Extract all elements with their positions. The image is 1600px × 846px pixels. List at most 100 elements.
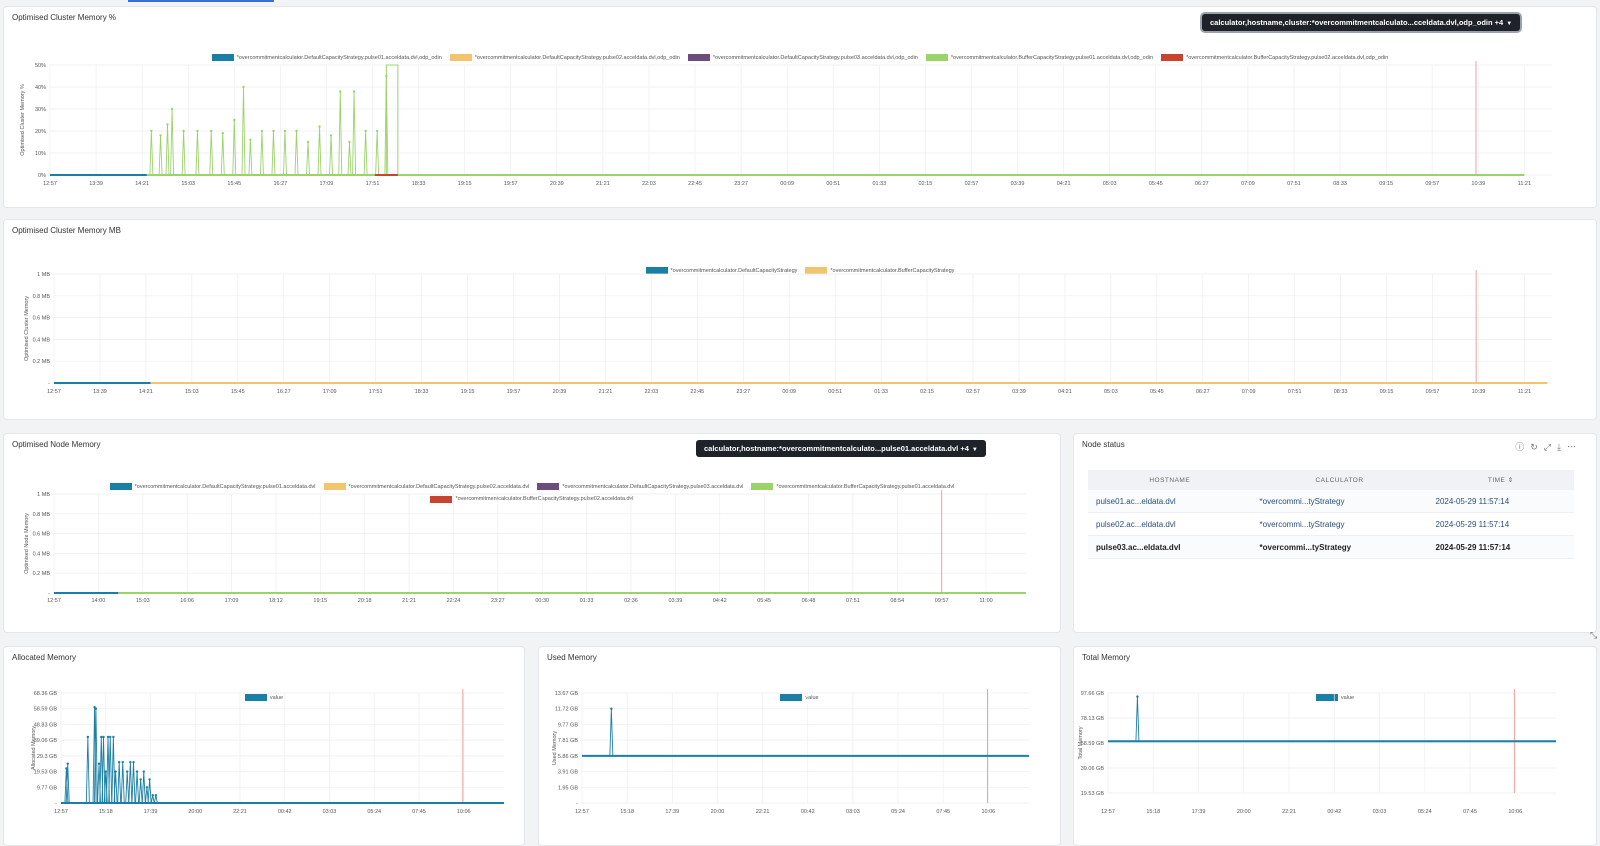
download-icon[interactable]: ⤓ [1557, 442, 1567, 452]
x-tick-label: 08:33 [1334, 389, 1348, 395]
chart-legend: value [1074, 694, 1596, 701]
y-tick-label: 58.59 GB [1081, 741, 1105, 747]
x-tick-label: 21:21 [596, 181, 610, 187]
legend-item[interactable]: *overcommitmentcalculator.BufferCapacity… [925, 54, 1153, 61]
x-tick-label: 12:57 [47, 389, 61, 395]
x-tick-label: 05:45 [1150, 389, 1164, 395]
expand-icon[interactable]: ⤢ [1543, 442, 1557, 452]
y-tick-label: 29.3 GB [37, 754, 58, 760]
legend-item[interactable]: value [244, 694, 283, 701]
legend-swatch [687, 54, 710, 61]
series-spike [338, 91, 343, 176]
legend-item[interactable]: *overcommitmentcalculator.DefaultCapacit… [211, 54, 442, 61]
column-header-time[interactable]: TIME ⇕ [1427, 470, 1574, 490]
legend-item[interactable]: *overcommitmentcalculator.BufferCapacity… [751, 481, 954, 493]
data-point [272, 129, 275, 133]
y-axis-label: Allocated Memory [31, 726, 37, 770]
x-tick-label: 02:57 [966, 389, 980, 395]
y-tick-label: 7.81 GB [558, 738, 579, 744]
x-tick-label: 03:39 [1012, 389, 1026, 395]
x-tick-label: 09:15 [1380, 389, 1394, 395]
legend-item[interactable]: *overcommitmentcalculator.DefaultCapacit… [323, 481, 529, 493]
legend-label: *overcommitmentcalculator.DefaultCapacit… [474, 54, 680, 61]
x-tick-label: 03:39 [1011, 181, 1025, 187]
x-tick-label: 22:45 [688, 181, 702, 187]
x-tick-label: 00:51 [828, 389, 842, 395]
x-tick-label: 07:45 [936, 809, 950, 815]
x-tick-label: 18:33 [412, 181, 426, 187]
data-point [135, 770, 139, 773]
panel-title: Optimised Cluster Memory % [12, 13, 117, 22]
x-tick-label: 17:39 [144, 809, 158, 815]
x-tick-label: 05:03 [1103, 181, 1117, 187]
sort-icon[interactable]: ⇕ [1507, 477, 1514, 484]
legend-item[interactable]: *overcommitmentcalculator.DefaultCapacit… [537, 481, 743, 493]
y-tick-label: 0.6 MB [33, 532, 51, 538]
y-tick-label: 1 MB [37, 492, 50, 498]
x-tick-label: 18:33 [415, 389, 429, 395]
x-tick-label: 15:45 [231, 389, 245, 395]
series-spike [117, 762, 122, 804]
legend-item[interactable]: *overcommitmentcalculator.BufferCapacity… [430, 493, 634, 505]
chart-legend: value [539, 694, 1060, 701]
chart-total-memory: 19.53 GB 39.06 GB 58.59 GB 78.13 GB 97.66 GB… [1078, 689, 1556, 815]
x-tick-label: 15:45 [227, 181, 241, 187]
legend-item[interactable]: *overcommitmentcalculator.BufferCapacity… [805, 267, 954, 274]
x-tick-label: 23:27 [491, 598, 505, 604]
legend-item[interactable]: value [780, 694, 819, 701]
y-tick-label: 40% [35, 85, 46, 91]
data-point [166, 123, 169, 126]
legend-item[interactable]: *overcommitmentcalculator.DefaultCapacit… [687, 54, 918, 61]
legend-item[interactable]: *overcommitmentcalculator.DefaultCapacit… [645, 267, 797, 274]
x-tick-label: 23:27 [736, 389, 750, 395]
data-point [139, 778, 142, 781]
y-tick-label: 5.86 GB [558, 754, 579, 760]
x-tick-label: 02:36 [624, 598, 638, 604]
x-tick-label: 07:09 [1241, 181, 1255, 187]
y-axis-label: Optimised Node Memory [24, 513, 30, 574]
y-axis-label: Total Memory [1078, 726, 1084, 759]
y-tick-label: 39.06 GB [34, 738, 58, 744]
legend-item[interactable]: *overcommitmentcalculator.DefaultCapacit… [449, 54, 680, 61]
legend-swatch [751, 483, 774, 491]
legend-item[interactable]: *overcommitmentcalculator.DefaultCapacit… [109, 481, 316, 493]
data-point [126, 770, 129, 773]
filter-chip-dropdown[interactable]: calculator,hostname:*overcommitmentcalcu… [696, 440, 986, 457]
chart-grid [53, 273, 1552, 384]
x-tick-label: 11:21 [1518, 181, 1531, 187]
legend-swatch [645, 267, 668, 274]
filter-chip-dropdown[interactable]: calculator,hostname,cluster:*overcommitm… [1202, 14, 1521, 31]
y-tick-label: 0.8 MB [33, 512, 51, 518]
x-tick-label: 15:03 [181, 181, 195, 187]
filter-chip-label: calculator,hostname:*overcommitmentcalcu… [704, 444, 969, 453]
column-header-hostname[interactable]: HOSTNAME [1088, 470, 1252, 490]
y-tick-label: 0.8 MB [33, 294, 51, 300]
legend-item[interactable]: value [1315, 694, 1354, 701]
x-tick-label: 20:39 [550, 181, 564, 187]
x-tick-label: 21:21 [599, 389, 613, 395]
y-tick-label: 0% [38, 173, 46, 179]
data-point [129, 760, 132, 764]
chart-legend: *overcommitmentcalculator.DefaultCapacit… [4, 54, 1596, 61]
series-spike [352, 91, 357, 176]
column-header-calculator[interactable]: CALCULATOR [1251, 470, 1428, 490]
cell-hostname[interactable]: pulse01.ac...eldata.dvl [1088, 490, 1252, 513]
series-spike [85, 736, 90, 804]
refresh-icon[interactable]: ↻ [1530, 442, 1544, 452]
info-icon[interactable]: ⓘ [1515, 442, 1531, 452]
cell-hostname[interactable]: pulse03.ac...eldata.dvl [1088, 535, 1252, 559]
cell-hostname[interactable]: pulse02.ac...eldata.dvl [1088, 512, 1252, 536]
filter-chip-label: calculator,hostname,cluster:*overcommitm… [1210, 18, 1504, 27]
more-icon[interactable]: ⋯ [1566, 442, 1582, 452]
data-point [318, 125, 321, 128]
y-tick-label: 19.53 GB [1081, 791, 1105, 797]
legend-item[interactable]: *overcommitmentcalculator.BufferCapacity… [1161, 54, 1388, 61]
data-point [260, 129, 264, 133]
resize-handle-icon[interactable]: ⤡ [1590, 630, 1598, 640]
panel-used-memory: Used Memory value - 1.95 GB 3.91 GB 5.86 GB… [538, 646, 1061, 846]
y-tick-label: 50% [35, 63, 46, 69]
series-spike [609, 708, 614, 756]
x-tick-label: 08:33 [1333, 181, 1347, 187]
data-point [109, 735, 112, 739]
cell-calculator: *overcommi...tyStrategy [1251, 535, 1428, 559]
